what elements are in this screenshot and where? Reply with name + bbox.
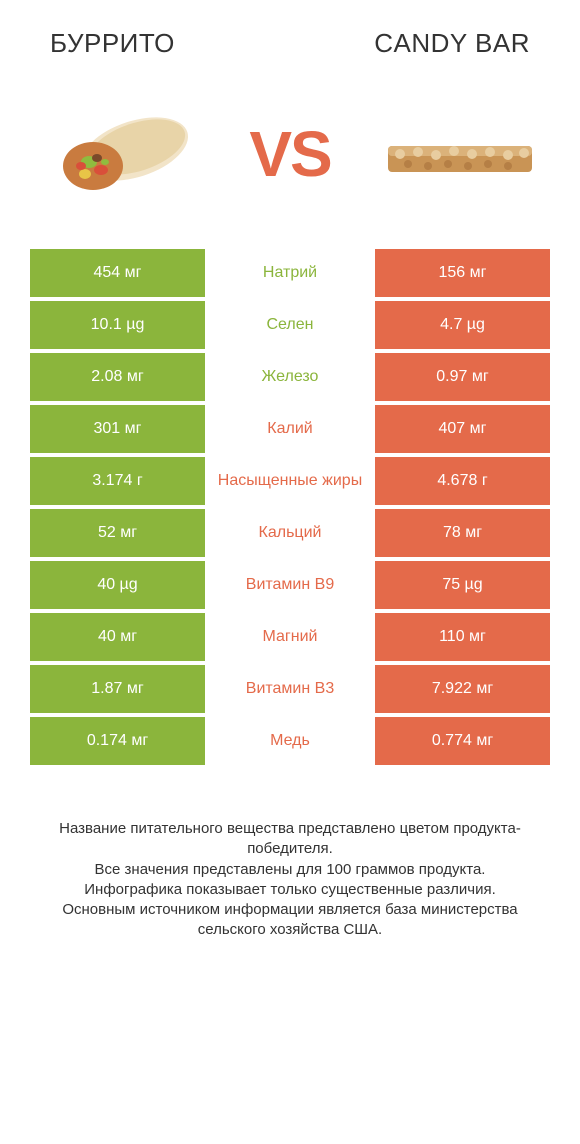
- nutrient-label: Натрий: [205, 249, 375, 297]
- nutrient-label: Насыщенные жиры: [205, 457, 375, 505]
- comparison-table: 454 мгНатрий156 мг10.1 µgСелен4.7 µg2.08…: [0, 249, 580, 765]
- footer-line: Название питательного вещества представл…: [30, 819, 550, 860]
- nutrient-label: Железо: [205, 353, 375, 401]
- burrito-image: [40, 99, 200, 209]
- right-value: 4.7 µg: [375, 301, 550, 349]
- footer-notes: Название питательного вещества представл…: [0, 769, 580, 941]
- vs-row: VS: [0, 69, 580, 249]
- left-value: 454 мг: [30, 249, 205, 297]
- nutrient-label: Витамин B3: [205, 665, 375, 713]
- nutrient-label: Витамин B9: [205, 561, 375, 609]
- table-row: 0.174 мгМедь0.774 мг: [30, 717, 550, 765]
- header: БУРРИТО CANDY BAR: [0, 0, 580, 69]
- table-row: 301 мгКалий407 мг: [30, 405, 550, 453]
- table-row: 454 мгНатрий156 мг: [30, 249, 550, 297]
- footer-line: Все значения представлены для 100 граммо…: [30, 860, 550, 880]
- nutrient-label: Калий: [205, 405, 375, 453]
- table-row: 52 мгКальций78 мг: [30, 509, 550, 557]
- left-product-title: БУРРИТО: [50, 28, 175, 59]
- nutrient-label: Медь: [205, 717, 375, 765]
- table-row: 40 мгМагний110 мг: [30, 613, 550, 661]
- left-value: 0.174 мг: [30, 717, 205, 765]
- vs-label: VS: [249, 117, 330, 191]
- table-row: 40 µgВитамин B975 µg: [30, 561, 550, 609]
- nutrient-label: Селен: [205, 301, 375, 349]
- table-row: 1.87 мгВитамин B37.922 мг: [30, 665, 550, 713]
- right-value: 110 мг: [375, 613, 550, 661]
- right-value: 75 µg: [375, 561, 550, 609]
- right-product-title: CANDY BAR: [374, 28, 530, 59]
- right-value: 0.774 мг: [375, 717, 550, 765]
- left-value: 40 мг: [30, 613, 205, 661]
- left-value: 1.87 мг: [30, 665, 205, 713]
- table-row: 2.08 мгЖелезо0.97 мг: [30, 353, 550, 401]
- right-value: 78 мг: [375, 509, 550, 557]
- left-value: 52 мг: [30, 509, 205, 557]
- right-value: 407 мг: [375, 405, 550, 453]
- right-value: 4.678 г: [375, 457, 550, 505]
- right-value: 156 мг: [375, 249, 550, 297]
- left-value: 301 мг: [30, 405, 205, 453]
- left-value: 10.1 µg: [30, 301, 205, 349]
- footer-line: Основным источником информации является …: [30, 900, 550, 941]
- footer-line: Инфографика показывает только существенн…: [30, 880, 550, 900]
- right-value: 0.97 мг: [375, 353, 550, 401]
- left-value: 40 µg: [30, 561, 205, 609]
- right-value: 7.922 мг: [375, 665, 550, 713]
- candybar-image: [380, 99, 540, 209]
- nutrient-label: Магний: [205, 613, 375, 661]
- table-row: 3.174 гНасыщенные жиры4.678 г: [30, 457, 550, 505]
- table-row: 10.1 µgСелен4.7 µg: [30, 301, 550, 349]
- left-value: 2.08 мг: [30, 353, 205, 401]
- left-value: 3.174 г: [30, 457, 205, 505]
- nutrient-label: Кальций: [205, 509, 375, 557]
